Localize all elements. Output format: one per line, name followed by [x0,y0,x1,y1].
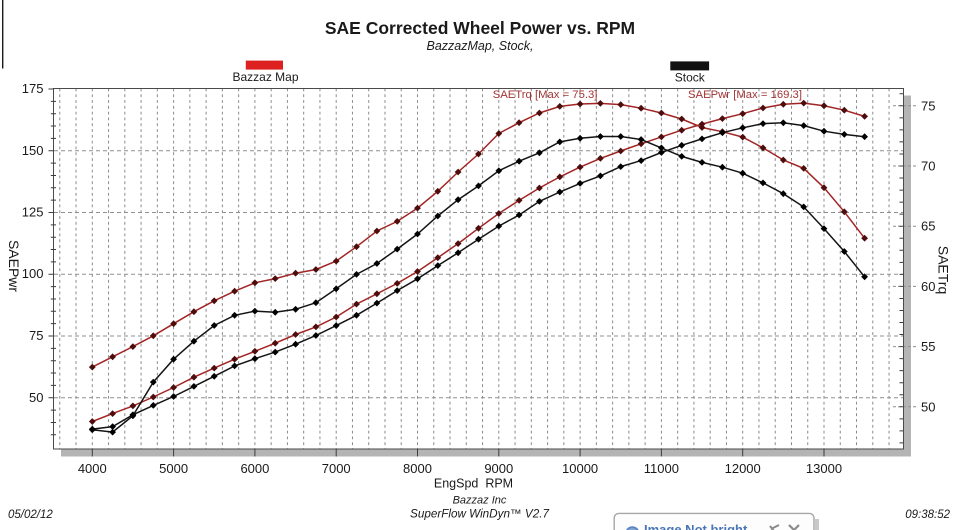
svg-text:10000: 10000 [562,461,598,476]
svg-text:SAETrq: SAETrq [936,246,952,295]
svg-text:150: 150 [22,143,44,158]
svg-text:Bazzaz Map: Bazzaz Map [232,70,298,84]
svg-text:13000: 13000 [806,461,842,476]
svg-text:7000: 7000 [322,461,351,476]
svg-text:5000: 5000 [159,461,188,476]
svg-text:Stock: Stock [675,71,706,85]
svg-text:SAEPwr: SAEPwr [6,240,22,292]
svg-text:BazzazMap, Stock,: BazzazMap, Stock, [427,39,534,53]
svg-text:8000: 8000 [403,461,432,476]
svg-text:SAE Corrected Wheel Power vs.: SAE Corrected Wheel Power vs. RPM [325,18,635,38]
svg-text:125: 125 [22,205,44,220]
svg-text:9000: 9000 [484,461,513,476]
svg-text:55: 55 [921,339,935,354]
svg-text:12000: 12000 [725,461,761,476]
svg-text:05/02/12: 05/02/12 [8,509,53,521]
svg-text:70: 70 [921,159,935,174]
svg-text:65: 65 [921,219,935,234]
svg-text:50: 50 [29,390,43,405]
svg-text:SAEPwr [Max = 169.3]: SAEPwr [Max = 169.3] [688,89,802,101]
svg-text:175: 175 [22,81,44,96]
svg-text:Image Not bright: Image Not bright [644,522,748,530]
svg-text:11000: 11000 [644,461,679,476]
svg-text:SAETrq [Max = 75.3]: SAETrq [Max = 75.3] [493,89,598,101]
svg-text:09:38:52: 09:38:52 [905,509,950,521]
svg-text:60: 60 [921,279,935,294]
svg-text:Bazzaz Inc: Bazzaz Inc [453,495,507,507]
svg-text:100: 100 [22,266,44,281]
svg-text:75: 75 [921,98,935,113]
svg-text:75: 75 [29,328,43,343]
svg-text:4000: 4000 [78,461,107,476]
svg-text:50: 50 [921,399,935,414]
svg-text:6000: 6000 [240,461,269,476]
svg-text:SuperFlow WinDyn™ V2.7: SuperFlow WinDyn™ V2.7 [410,508,549,521]
svg-text:EngSpd RPM: EngSpd RPM [434,477,513,491]
